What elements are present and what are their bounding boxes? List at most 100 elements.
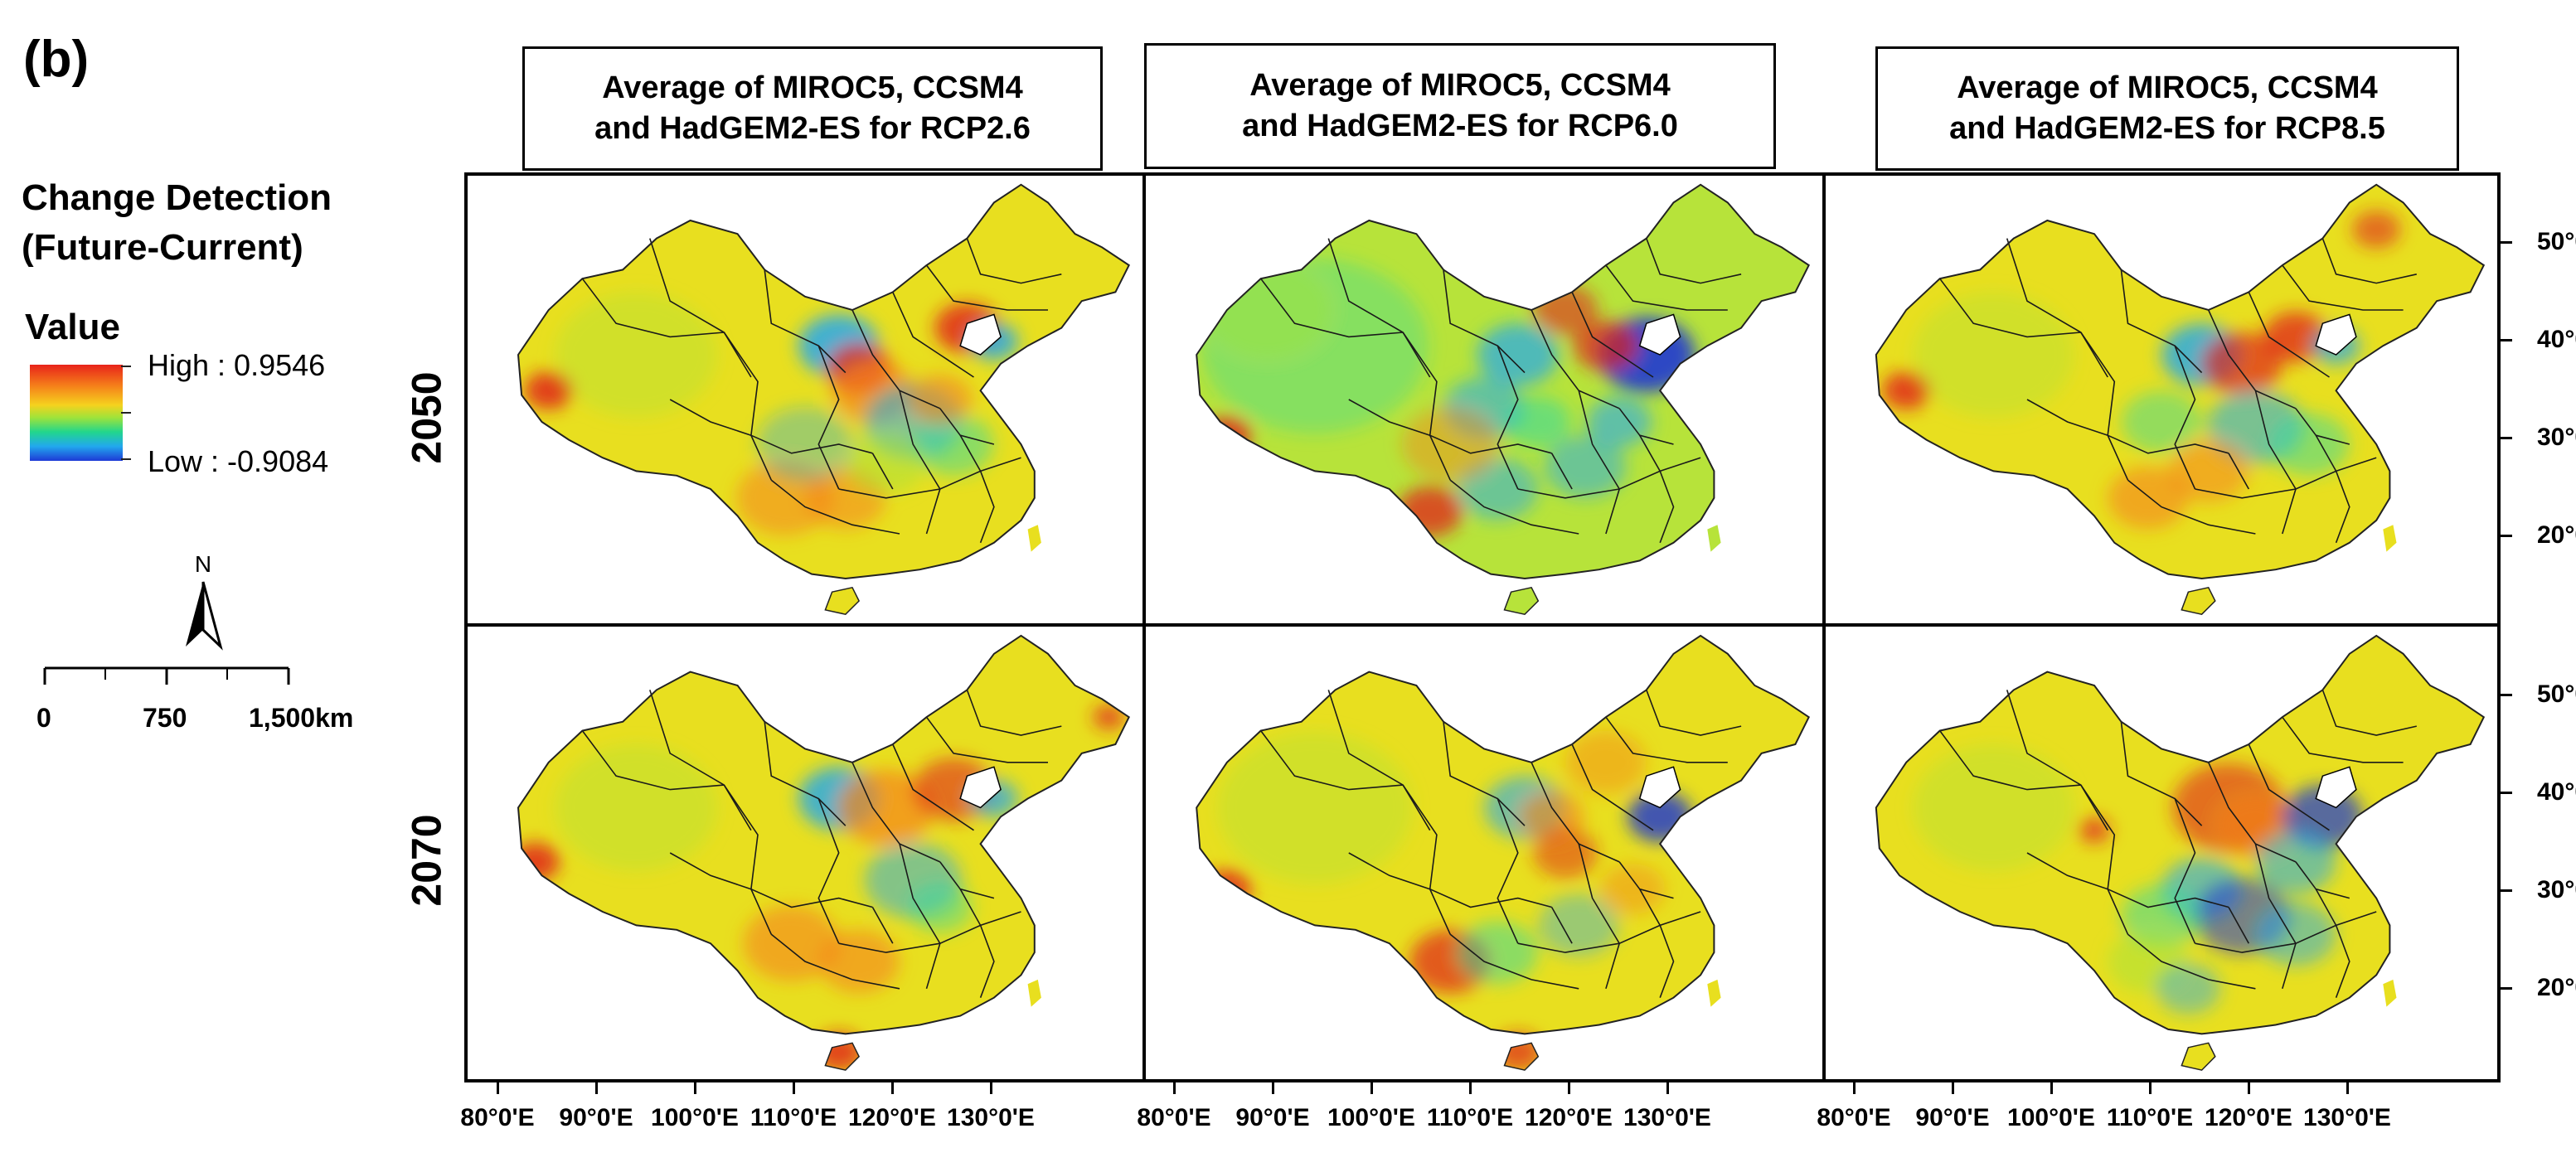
longitude-tick [595,1082,598,1094]
latitude-tick [2501,987,2512,990]
map-2070-rcp60 [1142,623,1826,1082]
country-outline [1875,634,2486,1035]
province-border [723,784,773,935]
hainan-outline [824,1042,861,1071]
province-border [2006,238,2108,378]
province-border [770,479,900,535]
legend-color-ramp [30,365,123,461]
province-border [764,721,847,826]
latitude-tick [2501,339,2512,341]
longitude-tick [2346,1082,2349,1094]
province-border [1550,453,1573,490]
province-border [892,743,974,831]
longitude-tick [891,1082,894,1094]
province-border [1260,278,1404,338]
map-2070-rcp85 [1822,623,2501,1082]
province-border [2207,309,2297,409]
column-title-rcp60: Average of MIROC5, CCSM4 and HadGEM2-ES … [1144,43,1776,169]
province-border [1646,238,1742,284]
province-border [2295,861,2350,899]
longitude-tick [1666,1082,1669,1094]
bohai-sea [1638,313,1681,356]
country-outline [517,183,1130,580]
province-border [2321,690,2417,736]
longitude-tick [793,1082,795,1094]
province-border [1939,730,2081,791]
bohai-sea [959,313,1002,356]
province-border [959,434,995,544]
province-border [770,933,900,990]
province-border [2127,933,2256,990]
longitude-label: 90°0'E [1915,1104,1990,1131]
province-border [851,309,941,409]
longitude-tick [1370,1082,1373,1094]
north-arrow-dark-half [186,582,203,647]
province-border [959,889,995,998]
province-border [1618,408,1674,445]
longitude-label: 110°0'E [2106,1104,2194,1131]
province-border [2026,399,2108,436]
longitude-tick [2149,1082,2152,1094]
province-border [1429,888,1552,908]
province-border [1550,907,1573,944]
province-border [966,690,1062,736]
map-2050-rcp60 [1142,172,1826,627]
hainan-outline [824,586,861,616]
province-border [2080,784,2129,935]
province-border [1443,269,1526,374]
longitude-label: 100°0'E [651,1104,739,1131]
longitude-tick [1952,1082,1954,1094]
map-2050-rcp85 [1822,172,2501,627]
country-outline [1196,634,1810,1035]
province-border [669,399,752,436]
province-border [1497,798,1519,944]
latitude-label: 20°0'N [2537,974,2576,1001]
bohai-sea [2315,313,2357,356]
province-border [750,888,873,908]
province-border [2282,264,2404,311]
longitude-label: 110°0'E [750,1104,837,1131]
province-border [2228,907,2249,944]
province-border [2282,716,2404,763]
province-border [871,453,894,490]
latitude-label: 20°0'N [2537,521,2576,549]
province-border [1639,889,1675,998]
scale-label-750: 750 [143,703,187,733]
legend-title-line2: (Future-Current) [22,227,303,268]
country-outline [1875,183,2486,580]
column-title-rcp85: Average of MIROC5, CCSM4 and HadGEM2-ES … [1875,46,2459,171]
longitude-label: 90°0'E [559,1104,633,1131]
north-arrow-letter: N [195,551,211,577]
province-border [1348,399,1430,436]
province-border [1449,479,1579,535]
province-border [1429,434,1552,454]
map-fill [518,184,1129,615]
province-border [1618,861,1674,899]
province-border [899,843,941,990]
province-border [764,269,847,374]
scale-bar [33,655,298,692]
province-border [851,762,941,863]
province-border [1578,390,1621,535]
longitude-tick [497,1082,499,1094]
latitude-label: 50°0'N [2537,228,2576,255]
map-fill [1196,635,1809,1071]
north-arrow-light-half [201,581,223,651]
province-border [1646,690,1742,736]
longitude-label: 90°0'E [1235,1104,1310,1131]
province-border [649,238,752,378]
province-border [1327,690,1431,831]
province-border [2174,798,2196,944]
province-border [2315,434,2350,544]
province-border [925,716,1048,763]
latitude-tick [2501,889,2512,892]
longitude-tick [1568,1082,1570,1094]
longitude-label: 130°0'E [1623,1104,1711,1131]
longitude-label: 100°0'E [2007,1104,2095,1131]
latitude-tick [2501,241,2512,244]
province-border [817,798,840,944]
province-border [899,390,941,535]
longitude-label: 120°0'E [848,1104,936,1131]
legend-tick-mid [121,412,131,414]
province-border [1327,238,1431,378]
